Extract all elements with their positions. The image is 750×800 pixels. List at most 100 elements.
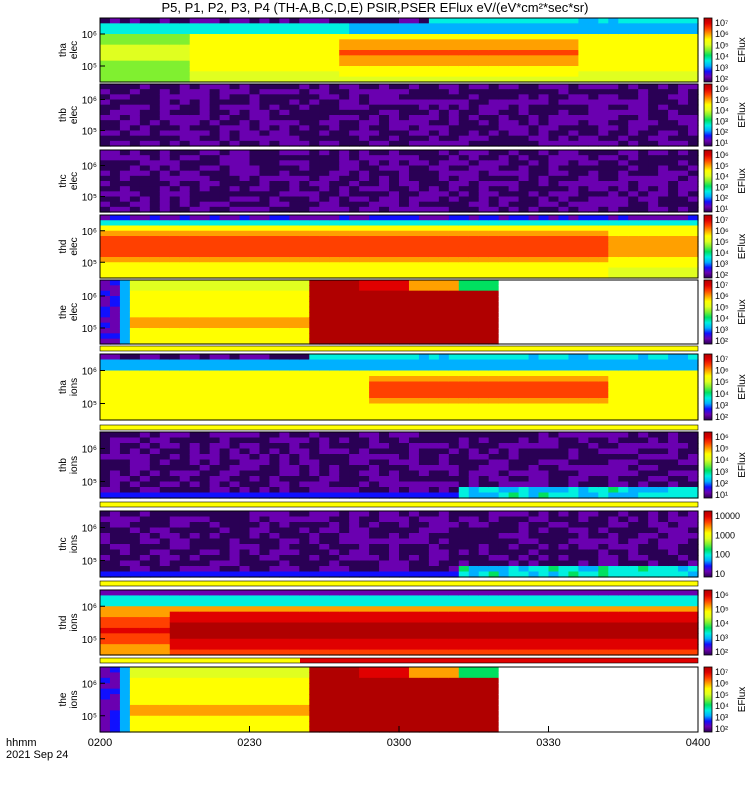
spectrogram-cell <box>648 328 659 334</box>
spectrogram-cell <box>129 317 141 324</box>
spectrogram-cell <box>319 280 330 286</box>
spectrogram-cell <box>438 432 450 439</box>
spectrogram-cell <box>139 120 151 126</box>
spectrogram-cell <box>478 481 490 488</box>
colorbar-label: EFlux <box>737 102 748 128</box>
spectrogram-cell <box>618 39 629 46</box>
spectrogram-cell <box>159 104 171 111</box>
panel-frame <box>99 214 699 279</box>
spectrogram-cell <box>598 39 609 46</box>
spectrogram-cell <box>269 354 280 361</box>
spectrogram-cell <box>418 267 430 274</box>
spectrogram-cell <box>648 365 659 372</box>
spectrogram-cell <box>638 376 649 383</box>
spectrogram-cell <box>219 109 231 116</box>
spectrogram-cell <box>109 150 121 156</box>
spectrogram-cell <box>339 186 350 192</box>
spectrogram-cell <box>508 285 520 292</box>
spectrogram-cell <box>548 18 560 24</box>
spectrogram-cell <box>488 359 500 366</box>
spectrogram-cell <box>408 365 420 372</box>
spectrogram-cell <box>189 201 201 208</box>
spectrogram-cell <box>269 246 280 253</box>
spectrogram-cell <box>488 398 500 405</box>
spectrogram-cell <box>109 44 121 51</box>
spectrogram-cell <box>119 60 131 67</box>
spectrogram-cell <box>279 432 290 439</box>
spectrogram-cell <box>199 398 211 405</box>
spectrogram-cell <box>259 28 271 35</box>
spectrogram-cell <box>349 470 360 477</box>
spectrogram-cell <box>389 170 400 177</box>
spectrogram-cell <box>249 220 261 227</box>
spectrogram-cell <box>678 94 689 101</box>
spectrogram-cell <box>438 89 450 95</box>
spectrogram-cell <box>359 155 370 161</box>
spectrogram-cell <box>339 140 350 147</box>
spectrogram-cell <box>458 165 470 172</box>
spectrogram-cell <box>498 448 510 455</box>
spectrogram-cell <box>199 333 211 340</box>
spectrogram-cell <box>538 251 550 258</box>
spectrogram-cell <box>578 246 589 253</box>
spectrogram-cell <box>428 89 440 95</box>
spectrogram-cell <box>189 403 201 410</box>
spectrogram-cell <box>239 290 251 297</box>
spectrogram-cell <box>329 481 340 488</box>
spectrogram-cell <box>239 448 251 455</box>
spectrogram-cell <box>688 196 699 203</box>
spectrogram-cell <box>548 312 560 318</box>
spectrogram-cell <box>119 220 131 227</box>
spectrogram-cell <box>418 476 430 483</box>
spectrogram-cell <box>259 370 271 377</box>
spectrogram-cell <box>209 39 221 46</box>
spectrogram-cell <box>159 220 171 227</box>
spectrogram-cell <box>508 66 520 72</box>
spectrogram-cell <box>618 272 629 279</box>
spectrogram-cell <box>628 333 639 340</box>
spectrogram-cell <box>229 34 241 40</box>
spectrogram-cell <box>548 230 560 237</box>
spectrogram-cell <box>139 290 151 297</box>
spectrogram-cell <box>379 125 390 132</box>
spectrogram-cell <box>458 225 470 232</box>
spectrogram-cell <box>638 296 649 302</box>
spectrogram-cell <box>189 296 201 302</box>
spectrogram-cell <box>269 370 280 377</box>
spectrogram-cell <box>389 280 400 286</box>
spectrogram-cell <box>638 246 649 253</box>
spectrogram-cell <box>548 50 560 56</box>
spectrogram-cell <box>299 376 310 383</box>
spectrogram-cell <box>638 34 649 40</box>
spectrogram-cell <box>628 186 639 192</box>
spectrogram-cell <box>299 290 310 297</box>
spectrogram-cell <box>209 403 221 410</box>
spectrogram-cell <box>179 267 191 274</box>
spectrogram-cell <box>349 454 360 461</box>
spectrogram-cell <box>119 230 131 237</box>
spectrogram-cell <box>688 125 699 132</box>
spectrogram-cell <box>678 191 689 198</box>
spectrogram-cell <box>229 437 241 444</box>
spectrogram-cell <box>628 66 639 72</box>
spectrogram-cell <box>129 381 141 388</box>
spectrogram-cell <box>219 272 231 279</box>
spectrogram-cell <box>538 492 550 499</box>
spectrogram-cell <box>239 34 251 40</box>
spectrogram-cell <box>279 28 290 35</box>
spectrogram-cell <box>299 381 310 388</box>
spectrogram-cell <box>578 333 589 340</box>
spectrogram-cell <box>548 481 560 488</box>
spectrogram-cell <box>458 150 470 156</box>
spectrogram-cell <box>359 301 370 308</box>
spectrogram-cell <box>428 272 440 279</box>
spectrogram-cell <box>468 109 480 116</box>
spectrogram-cell <box>618 60 629 67</box>
spectrogram-cell <box>379 257 390 263</box>
spectrogram-cell <box>100 94 111 101</box>
spectrogram-cell <box>688 39 699 46</box>
spectrogram-cell <box>458 135 470 142</box>
spectrogram-cell <box>658 225 669 232</box>
spectrogram-cell <box>129 160 141 167</box>
